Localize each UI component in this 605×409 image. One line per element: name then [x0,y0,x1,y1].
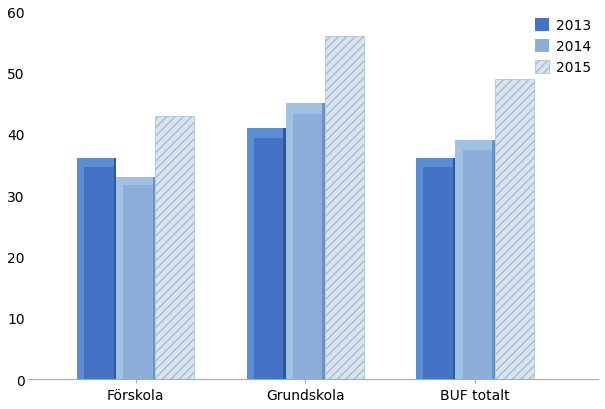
Bar [77,159,84,379]
Bar [116,178,123,379]
Bar [456,141,494,150]
Bar [114,159,116,379]
Bar [286,104,325,379]
Bar [286,104,293,379]
Bar [283,128,286,379]
Bar [416,159,423,379]
Bar [116,178,155,379]
Bar [456,141,494,379]
Bar [247,128,286,379]
Bar [152,178,155,379]
Bar [116,178,155,186]
Bar [456,141,462,379]
Bar [155,116,194,379]
Bar [77,159,116,168]
Bar [494,80,534,379]
Bar [453,159,456,379]
Bar [492,141,494,379]
Bar [325,37,364,379]
Bar [247,128,253,379]
Bar [416,159,456,379]
Bar [77,159,116,379]
Bar [286,104,325,115]
Bar [322,104,325,379]
Bar [247,128,286,139]
Legend: 2013, 2014, 2015: 2013, 2014, 2015 [535,19,591,75]
Bar [416,159,456,168]
